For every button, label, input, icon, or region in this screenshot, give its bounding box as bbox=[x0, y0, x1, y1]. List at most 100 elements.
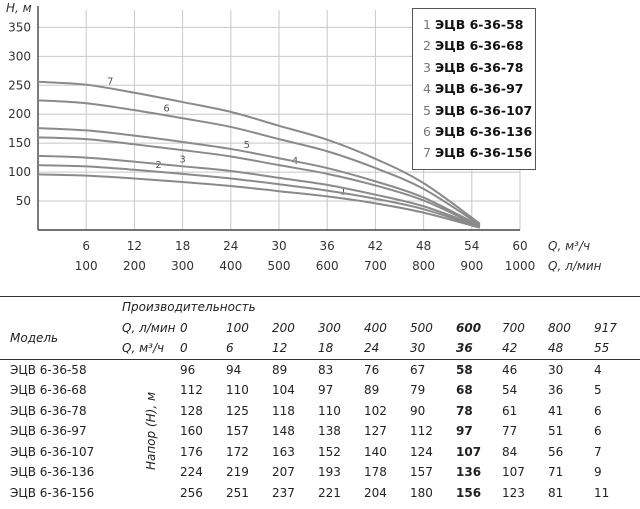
table-header-row: Модель Q, л/мин 0 100 200 300 400 500 600 700 800 9… bbox=[0, 317, 640, 360]
head-value-cell: 118 bbox=[272, 403, 295, 418]
series-label-5: 5 bbox=[244, 140, 250, 151]
head-value-cell: 97 bbox=[318, 383, 334, 398]
flow-m3h-value: 0 bbox=[180, 338, 226, 360]
table-row: ЭЦВ 6-36-97 160 157 148 138 127 112 97 77 51 6 bbox=[0, 421, 640, 442]
head-value-cell: 176 bbox=[180, 444, 203, 459]
series-label-6: 6 bbox=[163, 104, 169, 115]
table-row: ЭЦВ 6-36-58 Напор (Н), м 96 94 89 83 76 67 58 46 3… bbox=[0, 359, 640, 471]
legend-item: 5 ЭЦВ 6-36-107 bbox=[423, 100, 535, 121]
x-tick-label-lmin: 100 bbox=[75, 259, 98, 273]
flow-lmin-value: 800 bbox=[548, 320, 571, 335]
legend-model-name: ЭЦВ 6-36-107 bbox=[434, 102, 533, 118]
series-label-3: 3 bbox=[179, 154, 185, 165]
flow-lmin-value: 917 bbox=[594, 320, 617, 335]
legend-number: 2 bbox=[423, 38, 431, 54]
head-value-cell: 94 bbox=[226, 362, 242, 377]
table-row: ЭЦВ 6-36-78 128 125 118 110 102 90 78 61 41 6 bbox=[0, 401, 640, 422]
x-tick-label-lmin: 300 bbox=[171, 259, 194, 273]
pump-performance-chart: 5010015020025030035061001220018300244003… bbox=[6, 1, 602, 273]
legend-item: 4 ЭЦВ 6-36-97 bbox=[423, 78, 535, 99]
x-tick-label-lmin: 700 bbox=[364, 259, 387, 273]
legend-model-name: ЭЦВ 6-36-156 bbox=[434, 145, 533, 161]
head-value-cell: 219 bbox=[226, 465, 249, 480]
head-value-cell: 41 bbox=[548, 403, 564, 418]
y-tick-label: 300 bbox=[8, 49, 31, 63]
legend-number: 5 bbox=[423, 102, 431, 118]
head-value-cell: 136 bbox=[456, 465, 482, 480]
x-axis-label-lmin: Q, л/мин bbox=[548, 259, 602, 273]
head-value-cell: 78 bbox=[456, 403, 473, 418]
x-tick-label-lmin: 500 bbox=[268, 259, 291, 273]
head-value-cell: 163 bbox=[272, 444, 295, 459]
flow-m3h-value: 18 bbox=[318, 338, 364, 360]
head-value-cell: 9 bbox=[594, 465, 602, 480]
head-value-cell: 51 bbox=[548, 424, 564, 439]
head-value-cell: 138 bbox=[318, 424, 341, 439]
empty-header-cell bbox=[0, 296, 122, 318]
y-tick-label: 200 bbox=[8, 107, 31, 121]
head-value-cell: 110 bbox=[318, 403, 341, 418]
legend-item: 6 ЭЦВ 6-36-136 bbox=[423, 121, 535, 142]
head-value-cell: 221 bbox=[318, 485, 341, 500]
head-label: Напор (Н), м bbox=[144, 392, 158, 471]
x-tick-label-m3: 18 bbox=[175, 239, 190, 253]
head-value-cell: 178 bbox=[364, 465, 387, 480]
head-value-cell: 84 bbox=[502, 444, 518, 459]
model-name-cell: ЭЦВ 6-36-97 bbox=[10, 424, 87, 439]
flow-m3h-value: 6 bbox=[226, 338, 272, 360]
head-value-cell: 251 bbox=[226, 485, 249, 500]
legend-model-name: ЭЦВ 6-36-78 bbox=[434, 59, 524, 75]
x-tick-label-lmin: 1000 bbox=[505, 259, 536, 273]
table-row: ЭЦВ 6-36-156 256 251 237 221 204 180 156 123 81 11 bbox=[0, 483, 640, 504]
series-line-7 bbox=[37, 80, 481, 225]
flow-lmin-value: 600 bbox=[456, 320, 482, 335]
series-label-7: 7 bbox=[107, 77, 113, 88]
flow-lmin-value: 400 bbox=[364, 320, 387, 335]
table-row: ЭЦВ 6-36-68 112 110 104 97 89 79 68 54 36 5 bbox=[0, 380, 640, 401]
x-tick-label-m3: 12 bbox=[127, 239, 142, 253]
x-tick-label-m3: 24 bbox=[223, 239, 238, 253]
head-value-cell: 104 bbox=[272, 383, 295, 398]
head-value-cell: 107 bbox=[502, 465, 525, 480]
head-value-cell: 204 bbox=[364, 485, 387, 500]
series-line-5 bbox=[37, 127, 481, 227]
head-value-cell: 193 bbox=[318, 465, 341, 480]
legend-item: 3 ЭЦВ 6-36-78 bbox=[423, 57, 535, 78]
legend-number: 6 bbox=[423, 123, 431, 139]
y-tick-label: 350 bbox=[8, 20, 31, 34]
head-value-cell: 67 bbox=[410, 362, 426, 377]
flow-m3h-value: 24 bbox=[364, 338, 410, 360]
y-tick-label: 150 bbox=[8, 136, 31, 150]
x-tick-label-m3: 48 bbox=[416, 239, 431, 253]
head-value-cell: 83 bbox=[318, 362, 334, 377]
head-value-cell: 125 bbox=[226, 403, 249, 418]
head-value-cell: 124 bbox=[410, 444, 433, 459]
head-value-cell: 172 bbox=[226, 444, 249, 459]
x-tick-label-m3: 36 bbox=[320, 239, 335, 253]
y-tick-label: 250 bbox=[8, 78, 31, 92]
head-value-cell: 140 bbox=[364, 444, 387, 459]
head-value-cell: 76 bbox=[364, 362, 380, 377]
head-value-cell: 224 bbox=[180, 465, 203, 480]
series-line-1 bbox=[37, 173, 481, 229]
y-axis-label: H, м bbox=[6, 1, 32, 15]
legend-number: 7 bbox=[423, 145, 431, 161]
table-header-row: Q, м³/ч 0 6 12 18 24 30 36 42 48 55 bbox=[0, 338, 640, 360]
x-tick-label-m3: 30 bbox=[271, 239, 286, 253]
head-value-cell: 54 bbox=[502, 383, 518, 398]
head-value-cell: 107 bbox=[456, 444, 482, 459]
y-tick-label: 100 bbox=[8, 165, 31, 179]
model-name-cell: ЭЦВ 6-36-58 bbox=[10, 362, 87, 377]
x-tick-label-lmin: 600 bbox=[316, 259, 339, 273]
model-name-cell: ЭЦВ 6-36-107 bbox=[10, 444, 95, 459]
series-line-3 bbox=[37, 154, 481, 228]
head-value-cell: 102 bbox=[364, 403, 387, 418]
table-row: ЭЦВ 6-36-136 224 219 207 193 178 157 136 107 71 9 bbox=[0, 462, 640, 483]
head-value-cell: 207 bbox=[272, 465, 295, 480]
x-tick-label-m3: 6 bbox=[82, 239, 90, 253]
x-tick-label-m3: 60 bbox=[512, 239, 527, 253]
legend-number: 3 bbox=[423, 59, 431, 75]
model-name-cell: ЭЦВ 6-36-78 bbox=[10, 403, 87, 418]
head-value-cell: 68 bbox=[456, 383, 473, 398]
legend-item: 2 ЭЦВ 6-36-68 bbox=[423, 35, 535, 56]
